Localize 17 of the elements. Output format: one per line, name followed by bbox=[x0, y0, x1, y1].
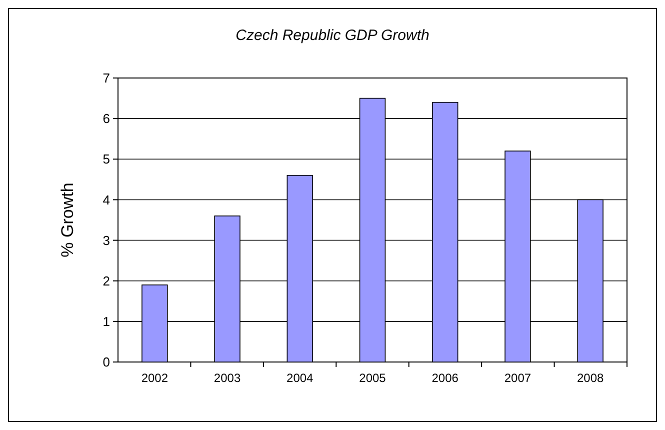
y-tick-label: 7 bbox=[102, 70, 110, 86]
y-tick-label: 0 bbox=[102, 354, 110, 370]
x-tick-label: 2008 bbox=[576, 371, 604, 385]
y-tick-label: 3 bbox=[102, 232, 110, 248]
y-tick-label: 2 bbox=[102, 273, 110, 288]
x-tick-label: 2003 bbox=[214, 371, 241, 385]
y-axis-title: % Growth bbox=[58, 182, 77, 258]
x-tick-label: 2007 bbox=[504, 371, 532, 385]
y-tick-label: 5 bbox=[102, 152, 110, 167]
y-tick-label: 1 bbox=[102, 314, 110, 329]
x-tick-label: 2004 bbox=[286, 371, 314, 385]
y-tick-label: 4 bbox=[102, 192, 110, 208]
x-tick-label: 2006 bbox=[432, 371, 459, 385]
x-tick-label: 2002 bbox=[141, 371, 168, 385]
chart-title: Czech Republic GDP Growth bbox=[236, 27, 430, 44]
y-tick-label: 6 bbox=[102, 111, 110, 126]
x-tick-label: 2005 bbox=[359, 371, 386, 385]
